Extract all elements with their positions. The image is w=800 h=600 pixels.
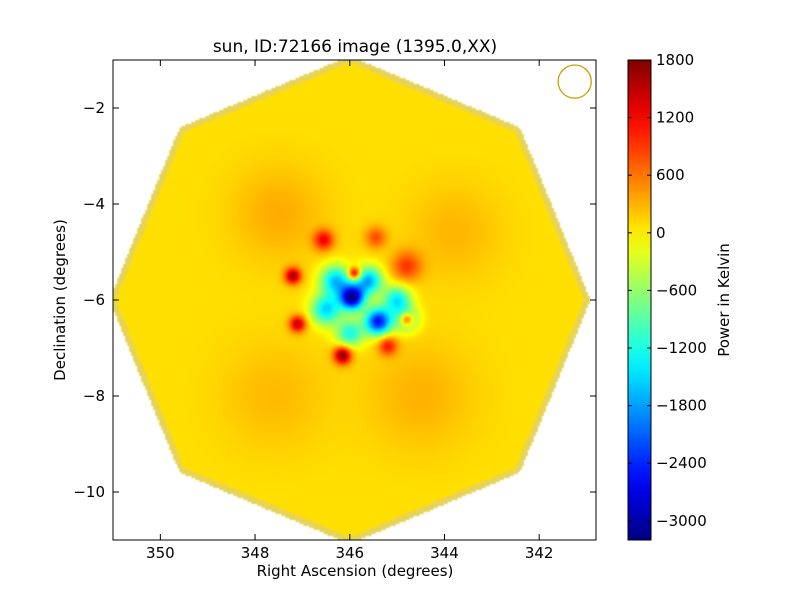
colorbar-tick-label: 1800 <box>656 51 694 69</box>
x-axis-label: Right Ascension (degrees) <box>257 562 454 580</box>
y-axis-label: Declination (degrees) <box>51 219 69 381</box>
y-tick-label: −6 <box>83 291 105 309</box>
colorbar-ticks: 1800 1200 600 0 −600 −1200 −1800 −2400 −3000 <box>628 51 707 530</box>
x-axis-ticks: 350 348 346 344 342 <box>146 60 553 562</box>
y-tick-label: −10 <box>73 483 105 501</box>
colorbar-tick-label: −3000 <box>656 512 707 530</box>
x-tick-label: 344 <box>430 544 459 562</box>
colorbar-frame <box>627 59 652 541</box>
colorbar-tick-label: −600 <box>656 281 697 299</box>
colorbar-tick-label: −2400 <box>656 454 707 472</box>
y-axis-ticks: −2 −4 −6 −8 −10 <box>73 99 596 501</box>
x-tick-label: 342 <box>525 544 554 562</box>
x-tick-label: 350 <box>146 544 175 562</box>
colorbar-tick-label: −1800 <box>656 397 707 415</box>
x-tick-label: 346 <box>335 544 364 562</box>
colorbar-tick-label: 600 <box>656 166 685 184</box>
chart-title: sun, ID:72166 image (1395.0,XX) <box>213 37 497 57</box>
heatmap-image <box>113 60 596 540</box>
colorbar-tick-label: 0 <box>656 224 666 242</box>
x-tick-label: 348 <box>241 544 270 562</box>
colorbar-tick-label: 1200 <box>656 109 694 127</box>
beam-marker <box>557 64 592 99</box>
colorbar-tick-label: −1200 <box>656 339 707 357</box>
y-tick-label: −8 <box>83 387 105 405</box>
colorbar-label: Power in Kelvin <box>715 243 733 357</box>
y-tick-label: −4 <box>83 195 105 213</box>
colorbar: 1800 1200 600 0 −600 −1200 −1800 −2400 −3000 Pow… <box>627 51 733 541</box>
colorbar-fill <box>628 60 651 540</box>
plot-area <box>113 60 596 540</box>
y-tick-label: −2 <box>83 99 105 117</box>
